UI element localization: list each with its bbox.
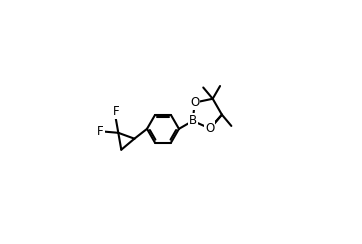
Text: F: F (97, 125, 104, 138)
Text: F: F (113, 105, 119, 118)
Text: B: B (189, 114, 197, 127)
Text: O: O (190, 96, 199, 109)
Text: O: O (205, 122, 214, 135)
